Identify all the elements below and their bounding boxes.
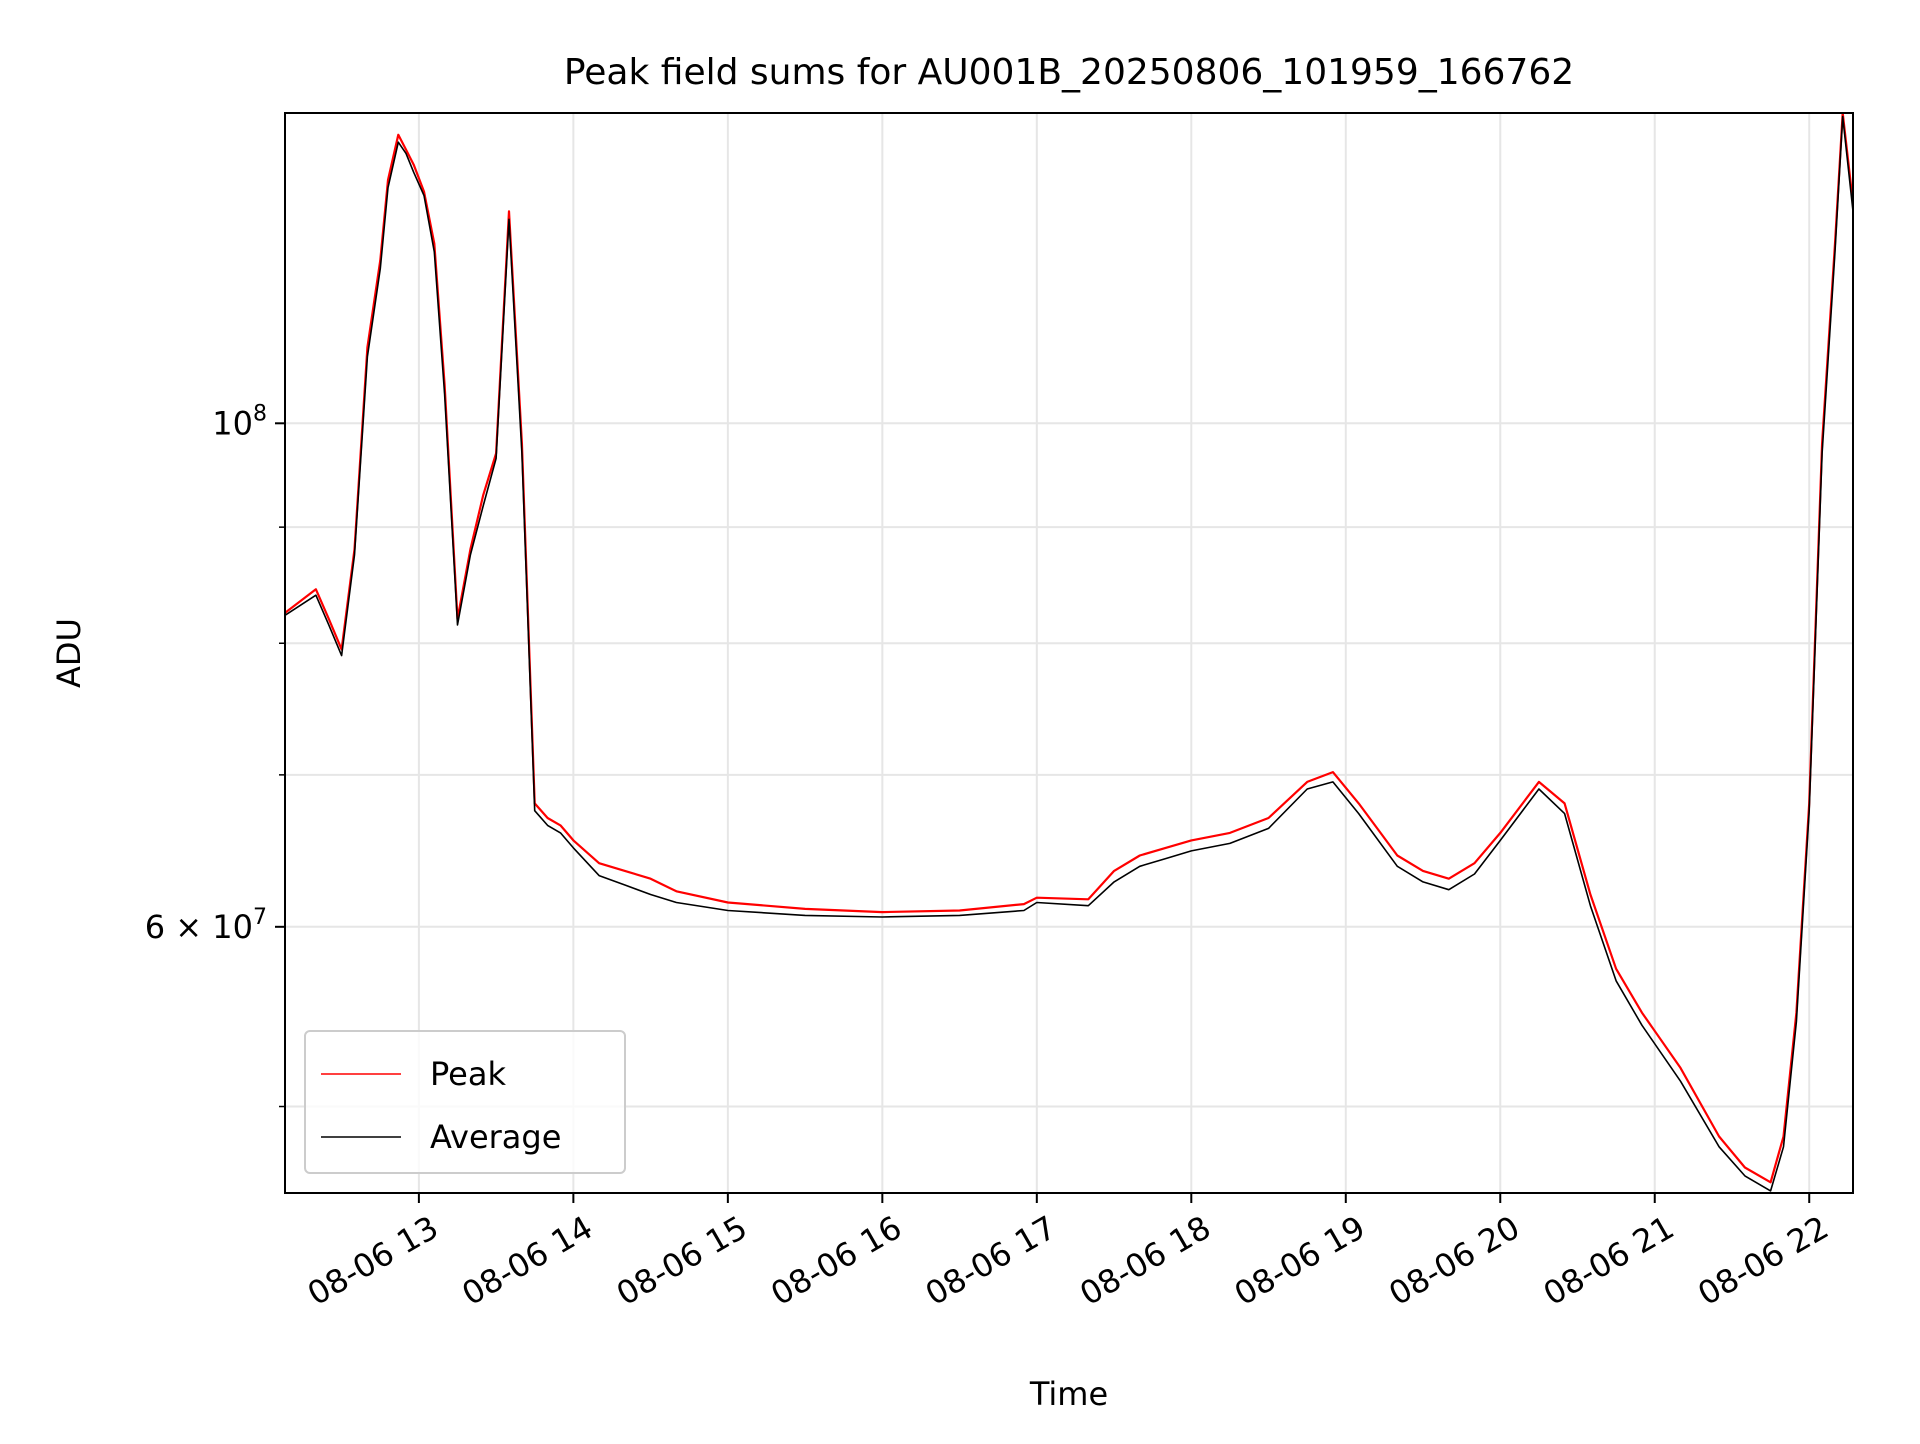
series-lines: [285, 113, 1853, 1192]
y-tick-base: 10: [212, 404, 253, 442]
legend-peak-label: Peak: [430, 1055, 506, 1093]
y-axis-ticks: 108 6 × 107: [145, 401, 285, 1108]
x-tick-label: 08-06 13: [301, 1208, 445, 1313]
x-tick-label: 08-06 19: [1228, 1208, 1372, 1313]
y-tick-base: 6 × 10: [145, 908, 253, 946]
series-line-peak: [285, 113, 1853, 1184]
x-tick-label: 08-06 21: [1537, 1208, 1681, 1313]
x-tick-label: 08-06 15: [610, 1208, 754, 1313]
x-tick-label: 08-06 14: [455, 1208, 599, 1313]
y-axis-label: ADU: [50, 618, 88, 688]
series-line-average: [285, 115, 1853, 1192]
x-tick-label: 08-06 17: [919, 1208, 1063, 1313]
chart-title: Peak field sums for AU001B_20250806_1019…: [564, 52, 1574, 93]
legend-average-label: Average: [430, 1118, 561, 1156]
x-axis-label: Time: [1029, 1375, 1108, 1413]
y-tick-exponent: 8: [253, 401, 267, 426]
x-tick-label: 08-06 20: [1382, 1208, 1526, 1313]
plot-frame: [284, 112, 1854, 1194]
legend: Peak Average: [304, 1030, 626, 1174]
y-tick-label: 6 × 107: [145, 905, 267, 946]
x-tick-label: 08-06 16: [764, 1208, 908, 1313]
y-tick-exponent: 7: [253, 905, 267, 930]
y-tick-label: 108: [212, 401, 267, 442]
x-tick-label: 08-06 18: [1073, 1208, 1217, 1313]
x-tick-label: 08-06 22: [1691, 1208, 1835, 1313]
x-axis-ticks: 08-06 13 08-06 14 08-06 15 08-06 16 08-06 17…: [301, 1193, 1835, 1313]
